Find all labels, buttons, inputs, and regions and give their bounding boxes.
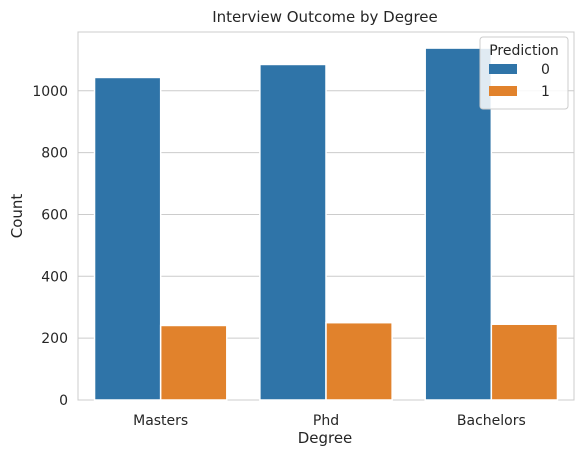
chart-title: Interview Outcome by Degree xyxy=(212,8,438,26)
legend-items: 01 xyxy=(489,62,550,100)
y-tick-labels: 0 200 400 600 800 1000 xyxy=(32,84,68,409)
y-tick-label: 1000 xyxy=(32,84,68,100)
bar-bachelors-series-1 xyxy=(490,323,559,401)
y-axis-label: Count xyxy=(8,194,26,239)
bar-masters-series-1 xyxy=(159,324,228,401)
x-tick-label: Phd xyxy=(313,413,339,429)
y-tick-label: 800 xyxy=(41,146,68,162)
x-tick-label: Bachelors xyxy=(457,413,526,429)
y-tick-label: 400 xyxy=(41,269,68,285)
x-tick-labels: Masters Phd Bachelors xyxy=(133,413,526,429)
bar-phd-series-0 xyxy=(259,63,327,401)
y-tick-label: 600 xyxy=(41,207,68,223)
legend-title: Prediction xyxy=(489,43,559,59)
y-tick-label: 0 xyxy=(59,393,68,409)
legend-swatch xyxy=(489,86,517,96)
x-axis-label: Degree xyxy=(298,429,353,447)
legend-label: 1 xyxy=(541,84,550,100)
bar-phd-series-1 xyxy=(325,321,393,401)
y-tick-label: 200 xyxy=(41,331,68,347)
bars xyxy=(93,47,559,401)
bar-masters-series-0 xyxy=(93,76,162,401)
x-tick-label: Masters xyxy=(133,413,188,429)
legend-swatch xyxy=(489,64,517,74)
legend: Prediction 01 xyxy=(479,36,569,110)
legend-label: 0 xyxy=(541,62,550,78)
